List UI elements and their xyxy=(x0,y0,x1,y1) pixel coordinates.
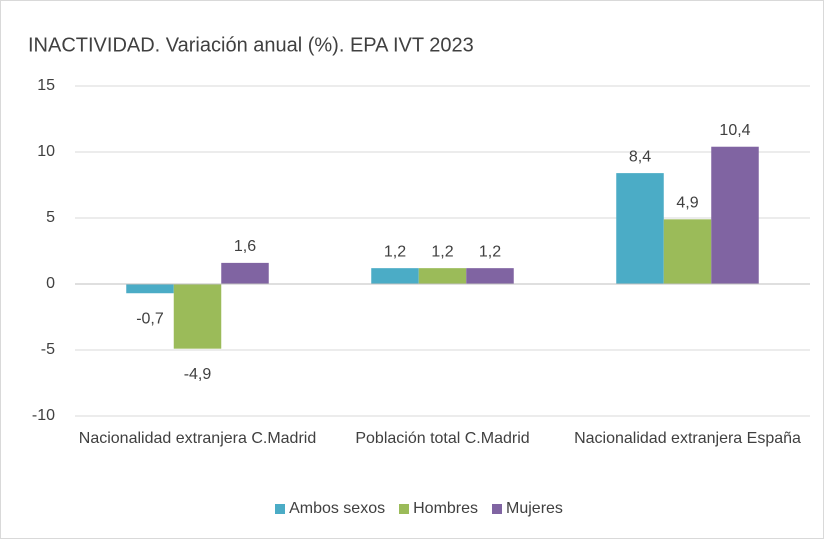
x-tick-label: Población total C.Madrid xyxy=(355,430,530,447)
legend-swatch xyxy=(275,504,286,514)
data-label: -0,7 xyxy=(136,310,164,327)
bar xyxy=(616,173,664,284)
legend: Ambos sexos Hombres Mujeres xyxy=(0,500,824,518)
y-tick-label: 15 xyxy=(37,77,55,94)
y-tick-label: 5 xyxy=(46,209,55,226)
bar xyxy=(663,219,712,284)
legend-box: Ambos sexos Hombres Mujeres xyxy=(0,500,824,518)
x-tick-label-box: Nacionalidad extranjera España xyxy=(574,430,801,447)
bar xyxy=(466,268,514,284)
bar xyxy=(126,284,174,294)
legend-swatch xyxy=(492,504,503,514)
y-tick-label: -10 xyxy=(32,407,55,424)
legend-label: Mujeres xyxy=(506,500,563,517)
x-tick-label-box: Nacionalidad extranjera C.Madrid xyxy=(78,430,317,447)
legend-label: Ambos sexos xyxy=(289,500,386,517)
data-label: 1,2 xyxy=(384,243,406,260)
data-label: 1,6 xyxy=(234,238,256,255)
legend-label: Hombres xyxy=(413,500,479,517)
chart-title: INACTIVIDAD. Variación anual (%). EPA IV… xyxy=(28,34,474,56)
data-label: 8,4 xyxy=(629,148,651,165)
bar xyxy=(711,146,759,284)
data-label: -4,9 xyxy=(184,366,212,383)
bar xyxy=(221,262,269,284)
bar xyxy=(371,268,419,284)
y-tick-label: 10 xyxy=(37,143,55,160)
data-label: 1,2 xyxy=(479,243,501,260)
bar xyxy=(173,284,222,349)
x-tick-label-box: Población total C.Madrid xyxy=(355,430,530,447)
y-tick-label: -5 xyxy=(41,341,55,358)
bar xyxy=(418,268,467,284)
x-tick-label: Nacionalidad extranjera España xyxy=(574,430,801,447)
x-tick-label: Nacionalidad extranjera C.Madrid xyxy=(78,430,317,447)
legend-swatch xyxy=(399,504,410,514)
data-label: 4,9 xyxy=(676,195,698,212)
data-label: 1,2 xyxy=(431,243,453,260)
y-tick-label: 0 xyxy=(46,275,55,292)
data-label: 10,4 xyxy=(719,122,750,139)
